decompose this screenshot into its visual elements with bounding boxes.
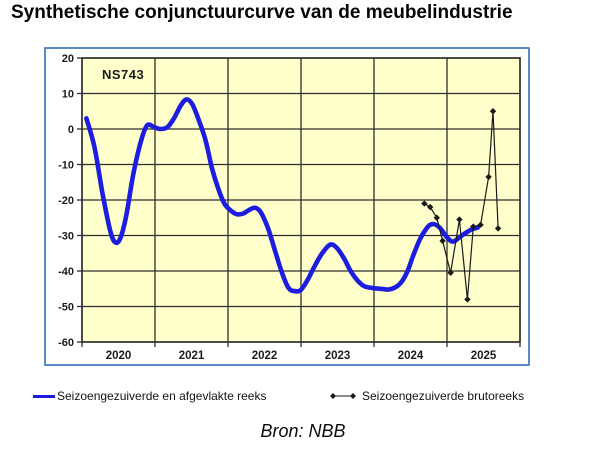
svg-text:-10: -10 xyxy=(58,160,74,172)
blue-line-swatch xyxy=(33,394,55,398)
svg-text:-60: -60 xyxy=(58,337,74,349)
svg-text:20: 20 xyxy=(62,53,74,65)
svg-text:2021: 2021 xyxy=(179,350,205,362)
svg-text:2025: 2025 xyxy=(471,350,497,362)
svg-text:-50: -50 xyxy=(58,302,74,314)
svg-text:2023: 2023 xyxy=(325,350,351,362)
svg-text:-30: -30 xyxy=(58,231,74,243)
svg-text:10: 10 xyxy=(62,89,74,101)
svg-text:2022: 2022 xyxy=(252,350,278,362)
source-note: Bron: NBB xyxy=(260,421,346,441)
svg-text:0: 0 xyxy=(68,124,74,136)
svg-text:2024: 2024 xyxy=(398,350,424,362)
legend-item-bruto: Seizoengezuiverde brutoreeks xyxy=(329,389,524,403)
chart-title: Synthetische conjunctuurcurve van de meu… xyxy=(11,2,513,23)
legend: Seizoengezuiverde en afgevlakte reeks Se… xyxy=(0,389,606,409)
chart-frame: 20 10 0 -10 -20 -30 -40 -50 -60 2020 2021 2022 2023 2… xyxy=(44,47,530,366)
conjunctuur-chart: 20 10 0 -10 -20 -30 -40 -50 -60 2020 2021 2022 2023 2… xyxy=(58,53,521,362)
legend-label-bruto: Seizoengezuiverde brutoreeks xyxy=(362,389,525,403)
diamond-line-swatch xyxy=(330,393,356,399)
series-code-label: NS743 xyxy=(102,67,145,82)
legend-item-smoothed: Seizoengezuiverde en afgevlakte reeks xyxy=(33,389,266,403)
svg-text:-20: -20 xyxy=(58,195,74,207)
legend-label-smoothed: Seizoengezuiverde en afgevlakte reeks xyxy=(57,389,267,403)
svg-text:-40: -40 xyxy=(58,266,74,278)
svg-text:2020: 2020 xyxy=(106,350,132,362)
